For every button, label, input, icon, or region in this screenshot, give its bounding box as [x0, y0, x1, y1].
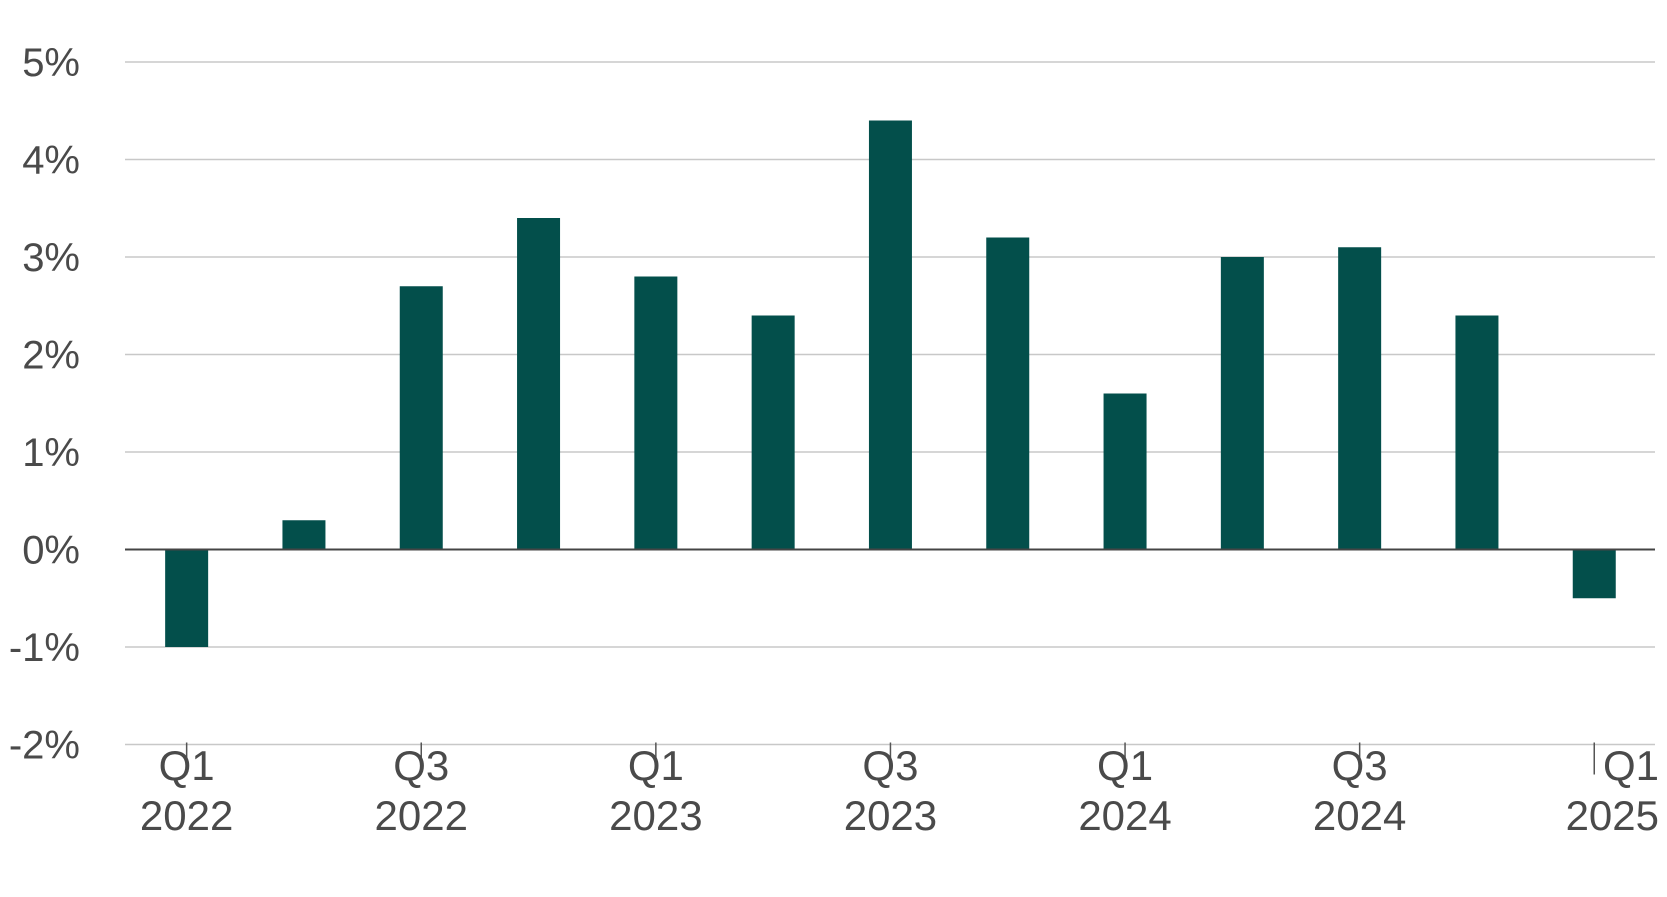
y-tick-label: 4%	[22, 139, 80, 183]
x-tick-label-year: 2024	[1313, 792, 1406, 839]
y-tick-label: -2%	[9, 724, 80, 768]
bar	[1103, 393, 1147, 550]
x-tick-label-year: 2023	[844, 792, 937, 839]
x-tick-label-quarter: Q1	[1097, 742, 1153, 789]
bar	[165, 549, 209, 647]
label-layer: 5%4%3%2%1%0%-1%-2% Q12022Q32022Q12023Q320…	[9, 41, 1659, 839]
x-tick-label-year: 2024	[1078, 792, 1171, 839]
x-tick-label-year: 2023	[609, 792, 702, 839]
bar	[868, 120, 912, 550]
y-tick-label: 0%	[22, 529, 80, 573]
bar	[399, 286, 443, 550]
x-tick-label-quarter: Q3	[1332, 742, 1388, 789]
x-tick-label-quarter: Q3	[393, 742, 449, 789]
bar	[517, 218, 561, 550]
x-tick-label-quarter: Q1	[159, 742, 215, 789]
x-tick-label-year: 2022	[140, 792, 233, 839]
bar	[1572, 549, 1616, 599]
x-tick-label-quarter: Q1	[1603, 742, 1659, 789]
x-tick-label-quarter: Q1	[628, 742, 684, 789]
x-tick-label-year: 2022	[375, 792, 468, 839]
bar	[1338, 247, 1382, 550]
bar	[634, 276, 678, 550]
y-tick-label: 1%	[22, 431, 80, 475]
bar	[282, 520, 326, 550]
bar	[1220, 257, 1264, 550]
bar	[1455, 315, 1499, 550]
bar-layer	[165, 120, 1616, 647]
y-tick-label: 3%	[22, 236, 80, 280]
bar	[986, 237, 1030, 550]
y-tick-label: 2%	[22, 334, 80, 378]
y-tick-label: -1%	[9, 626, 80, 670]
x-tick-label-year: 2025	[1566, 792, 1659, 839]
x-tick-label-quarter: Q3	[862, 742, 918, 789]
axis-layer	[125, 548, 1655, 775]
bar	[751, 315, 795, 550]
y-tick-label: 5%	[22, 41, 80, 85]
